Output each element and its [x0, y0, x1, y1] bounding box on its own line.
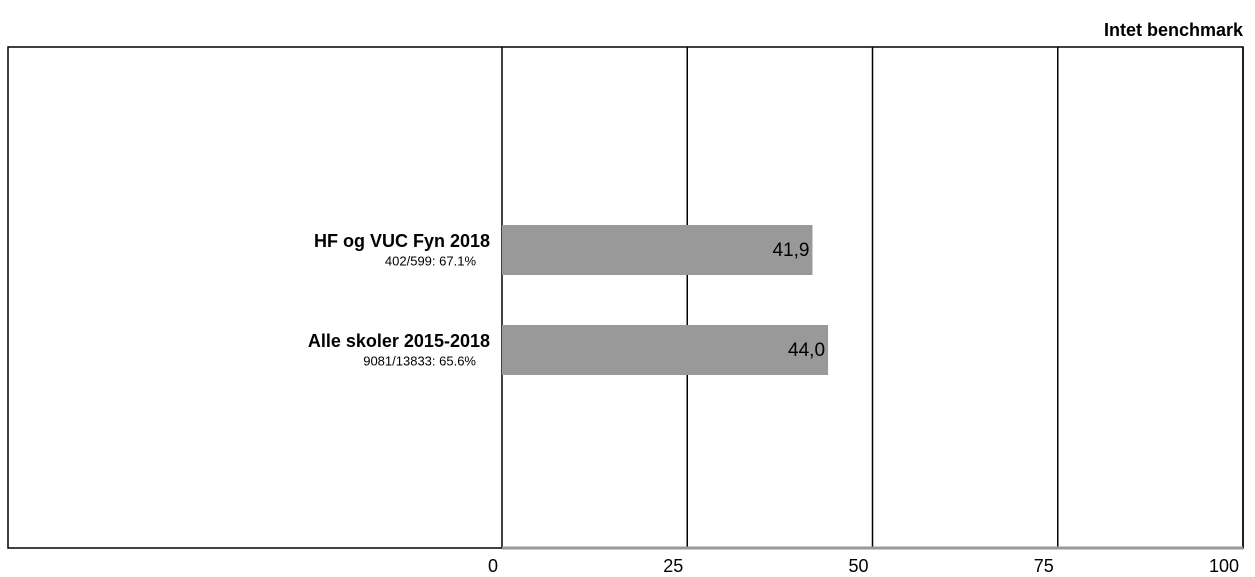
bar	[502, 225, 813, 275]
x-tick-label: 100	[1209, 556, 1239, 576]
chart-title: Intet benchmark	[1104, 20, 1244, 40]
category-label: HF og VUC Fyn 2018	[314, 231, 490, 251]
category-sublabel: 402/599: 67.1%	[385, 253, 477, 268]
x-tick-label: 50	[848, 556, 868, 576]
value-label: 44,0	[788, 340, 825, 361]
bar	[502, 325, 829, 375]
value-label: 41,9	[772, 240, 809, 261]
x-tick-label: 25	[663, 556, 683, 576]
category-sublabel: 9081/13833: 65.6%	[363, 353, 476, 368]
x-tick-label: 75	[1034, 556, 1054, 576]
category-label: Alle skoler 2015-2018	[308, 331, 490, 351]
x-tick-label: 0	[488, 556, 498, 576]
